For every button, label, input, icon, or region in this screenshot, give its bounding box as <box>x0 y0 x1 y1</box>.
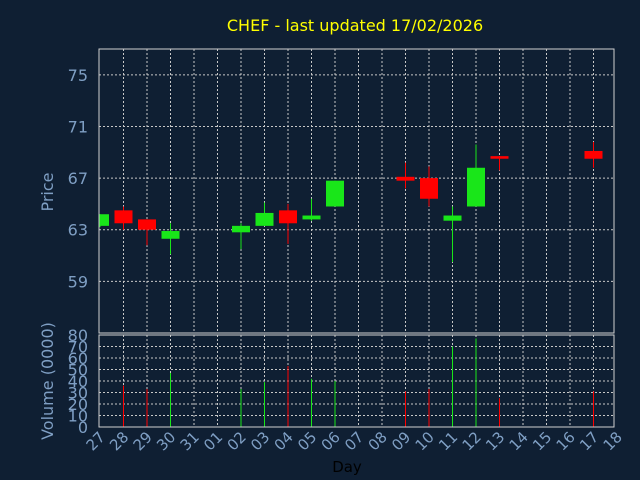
candle-body <box>326 180 344 207</box>
x-tick-label: 06 <box>318 428 344 454</box>
price-tick-label: 63 <box>68 221 88 240</box>
x-axis-label: Day <box>332 458 362 476</box>
x-tick-label: 08 <box>365 428 391 454</box>
volume-tick-label: 20 <box>68 395 88 414</box>
volume-plot-frame <box>98 334 615 428</box>
candle-body <box>396 176 415 181</box>
x-tick-label: 10 <box>412 428 438 454</box>
price-grid <box>99 49 614 333</box>
candle-body <box>490 156 509 159</box>
candle-body <box>279 210 297 224</box>
x-tick-label: 07 <box>341 428 367 454</box>
x-tick-label: 18 <box>600 428 626 454</box>
x-tick-label: 30 <box>153 428 179 454</box>
price-axis-label: Price <box>38 172 57 211</box>
x-tick-label: 02 <box>224 428 250 454</box>
x-axis: 2728293031010203040506070809101112131415… <box>83 428 626 454</box>
candle-body <box>161 231 180 239</box>
price-y-axis: 59 63 67 71 75 <box>68 66 88 292</box>
x-tick-label: 11 <box>435 428 461 454</box>
volume-tick-label: 40 <box>68 372 88 391</box>
volume-tick-label: 10 <box>68 407 88 426</box>
price-candles <box>99 141 603 262</box>
x-tick-label: 04 <box>271 428 297 454</box>
x-tick-label: 05 <box>294 428 320 454</box>
price-tick-label: 71 <box>68 117 88 136</box>
candle-body <box>420 178 438 199</box>
price-tick-label: 75 <box>68 66 88 85</box>
volume-tick-label: 50 <box>68 361 88 380</box>
candle-body <box>443 215 462 221</box>
volume-tick-label: 70 <box>68 338 88 357</box>
volume-tick-label: 0 <box>78 418 88 437</box>
candle-body <box>467 167 485 207</box>
candle-body <box>138 219 156 230</box>
candle-body <box>302 215 321 220</box>
x-tick-label: 12 <box>459 428 485 454</box>
x-tick-label: 31 <box>177 428 203 454</box>
x-tick-label: 17 <box>576 428 602 454</box>
candle-body <box>232 225 250 233</box>
volume-grid <box>99 335 614 427</box>
volume-tick-label: 60 <box>68 349 88 368</box>
candle-body <box>584 150 603 159</box>
volume-tick-label: 30 <box>68 384 88 403</box>
candle-body <box>255 212 274 226</box>
x-tick-label: 13 <box>482 428 508 454</box>
candle-body <box>114 210 133 224</box>
candle-body <box>99 214 109 226</box>
volume-bars <box>123 338 594 427</box>
x-tick-label: 16 <box>553 428 579 454</box>
volume-tick-label: 80 <box>68 326 88 345</box>
price-tick-label: 59 <box>68 272 88 291</box>
chart-title: CHEF - last updated 17/02/2026 <box>227 16 483 35</box>
x-tick-label: 15 <box>529 428 555 454</box>
x-tick-label: 29 <box>130 428 156 454</box>
x-tick-label: 28 <box>106 428 132 454</box>
x-tick-label: 01 <box>200 428 226 454</box>
price-plot-frame <box>98 48 615 334</box>
x-tick-label: 09 <box>388 428 414 454</box>
x-tick-label: 14 <box>506 428 532 454</box>
price-tick-label: 67 <box>68 169 88 188</box>
x-tick-label: 03 <box>247 428 273 454</box>
volume-axis-label: Volume (0000) <box>38 322 57 440</box>
